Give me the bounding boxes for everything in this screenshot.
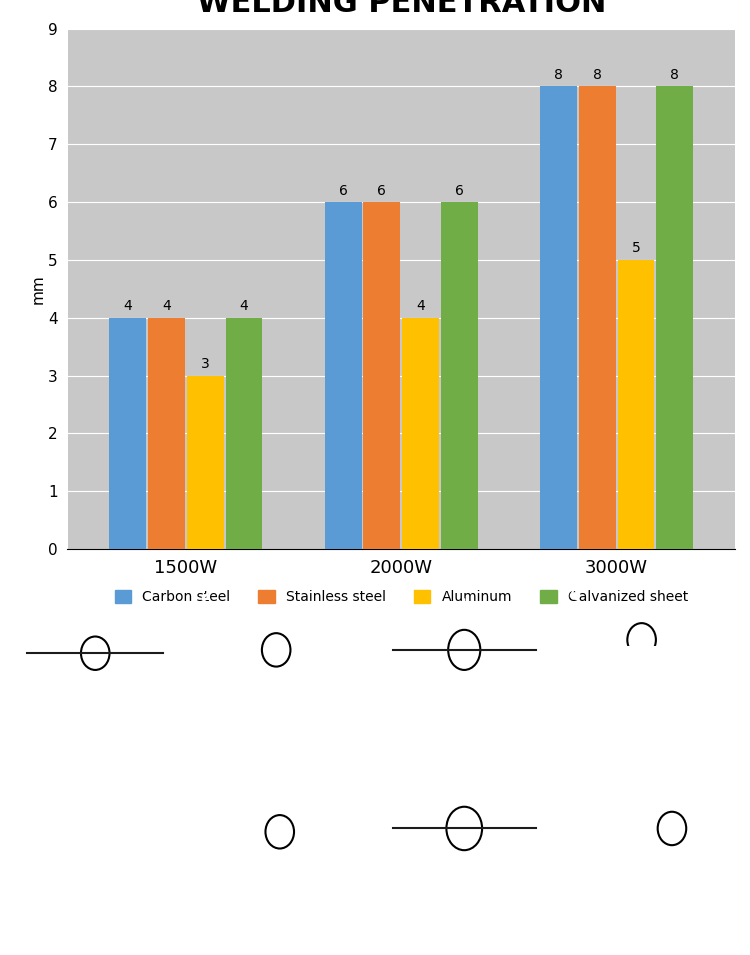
Text: 1: 1 — [15, 586, 26, 605]
Text: 4: 4 — [124, 299, 132, 313]
Bar — [244, 620, 333, 649]
Text: 2: 2 — [200, 586, 211, 605]
Bar — [540, 87, 577, 549]
Bar — [226, 318, 262, 549]
Bar — [100, 781, 117, 835]
Bar — [596, 848, 677, 872]
Text: Lap welding: Lap welding — [238, 719, 322, 732]
Text: Plug Welding: Plug Welding — [603, 719, 694, 732]
Bar — [393, 798, 536, 828]
Bar — [613, 647, 681, 676]
Text: 3: 3 — [201, 357, 210, 371]
Text: 8: 8 — [592, 68, 602, 82]
Text: Butt welding: Butt welding — [50, 719, 140, 732]
Text: 8: 8 — [670, 68, 680, 82]
Text: T-Welding: T-Welding — [246, 898, 314, 910]
Text: 4: 4 — [162, 299, 171, 313]
Bar — [74, 781, 90, 835]
Text: Fillet welding: Fillet welding — [602, 898, 696, 910]
Bar — [223, 653, 312, 684]
Bar — [441, 202, 478, 549]
Bar — [325, 202, 362, 549]
Bar — [148, 318, 185, 549]
Text: 5: 5 — [632, 242, 640, 255]
Bar — [110, 318, 146, 549]
Text: 4: 4 — [240, 299, 248, 313]
Bar — [212, 828, 347, 857]
Bar — [28, 832, 163, 856]
Text: 6: 6 — [200, 765, 211, 783]
Bar — [656, 87, 693, 549]
Legend: Carbon steel, Stainless steel, Aluminum, Galvanized sheet: Carbon steel, Stainless steel, Aluminum,… — [109, 584, 694, 610]
Text: 6: 6 — [455, 183, 464, 198]
Text: 6: 6 — [377, 183, 386, 198]
Bar — [364, 202, 401, 549]
Text: 4: 4 — [568, 586, 580, 605]
Bar — [393, 620, 536, 649]
Title: WELDING PENETRATION: WELDING PENETRATION — [196, 0, 606, 18]
Bar — [579, 87, 616, 549]
Y-axis label: mm: mm — [30, 274, 45, 304]
Bar — [393, 653, 536, 684]
Bar — [617, 260, 654, 549]
Bar — [393, 832, 536, 861]
Text: 8: 8 — [568, 765, 580, 783]
Text: 3: 3 — [384, 586, 395, 605]
Bar — [266, 781, 294, 832]
Bar — [28, 636, 163, 670]
Text: 6: 6 — [339, 183, 347, 198]
Bar — [581, 610, 716, 640]
Text: Seam Welding: Seam Welding — [45, 898, 146, 910]
Text: 8: 8 — [554, 68, 562, 82]
Text: Roll Lap Welding: Roll Lap Welding — [406, 898, 523, 910]
Text: 5: 5 — [15, 765, 26, 783]
Text: 7: 7 — [384, 765, 395, 783]
Text: 4: 4 — [416, 299, 425, 313]
Bar — [187, 375, 224, 549]
Bar — [402, 318, 439, 549]
Bar — [658, 795, 686, 852]
Text: Overlay Welding: Overlay Welding — [406, 719, 522, 732]
